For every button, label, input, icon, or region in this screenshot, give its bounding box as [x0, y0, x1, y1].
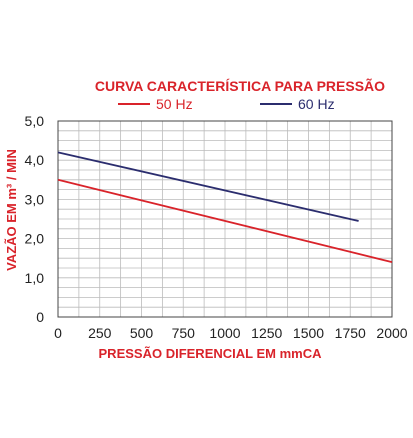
y-tick-label: 2,0	[25, 231, 45, 247]
plot-frame	[57, 120, 393, 318]
chart-title: CURVA CARACTERÍSTICA PARA PRESSÃO	[95, 77, 385, 94]
y-tick-label: 1,0	[25, 270, 45, 286]
x-tick-label: 1500	[293, 325, 324, 341]
y-tick-label: 4,0	[25, 152, 45, 168]
x-tick-label: 500	[130, 325, 154, 341]
plot-area	[57, 120, 393, 318]
series-line-50hz	[57, 178, 393, 263]
x-tick-label: 250	[88, 325, 112, 341]
legend: 50 Hz 60 Hz	[118, 96, 335, 112]
x-tick-label: 0	[54, 325, 62, 341]
x-tick-label: 750	[172, 325, 196, 341]
legend-label-50hz: 50 Hz	[156, 96, 193, 112]
y-axis-ticks: 0 1,0 2,0 3,0 4,0 5,0	[25, 113, 45, 325]
x-tick-label: 1000	[209, 325, 240, 341]
x-tick-label: 1750	[335, 325, 366, 341]
x-axis-label: PRESSÃO DIFERENCIAL EM mmCA	[99, 346, 323, 361]
x-axis-ticks: 0 250 500 750 1000 1250 1500 1750 2000	[54, 325, 408, 341]
x-tick-label: 1250	[251, 325, 282, 341]
y-tick-label: 5,0	[25, 113, 45, 129]
series-lines	[57, 151, 393, 263]
y-tick-label: 0	[36, 309, 44, 325]
y-axis-label: VAZÃO EM m³ / MIN	[4, 149, 19, 271]
legend-label-60hz: 60 Hz	[298, 96, 335, 112]
series-line-60hz	[57, 151, 359, 222]
gridlines	[57, 120, 393, 318]
y-tick-label: 3,0	[25, 191, 45, 207]
x-tick-label: 2000	[376, 325, 407, 341]
